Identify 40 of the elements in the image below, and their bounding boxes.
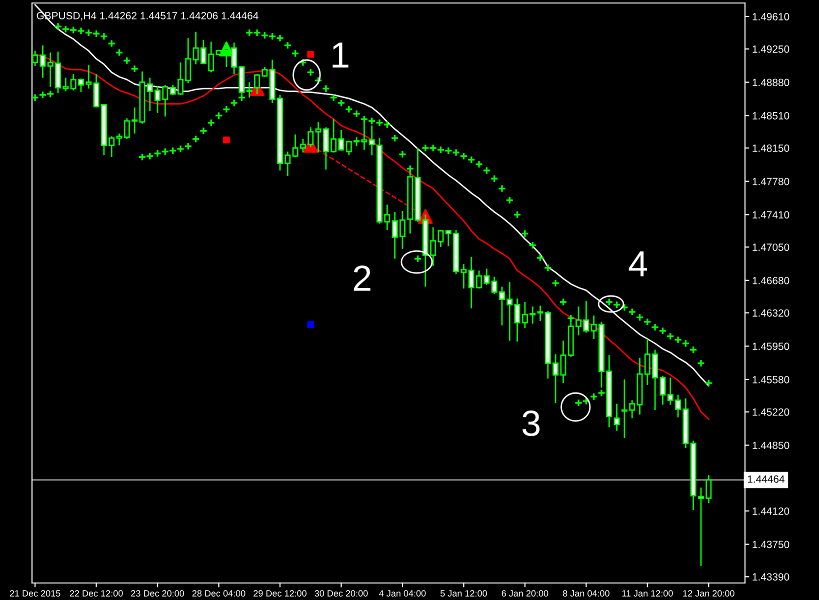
y-tick-label: 1.46320 — [752, 309, 790, 317]
candlestick — [537, 304, 544, 322]
point — [307, 50, 314, 58]
y-tick-label: 1.47050 — [752, 244, 790, 251]
x-tick-label: 6 Jan 20:00 — [502, 590, 548, 597]
candlestick — [614, 403, 620, 432]
y-tick-label: 1.44120 — [752, 507, 790, 515]
annotation: 1 — [332, 42, 348, 68]
x-tick-label: 28 Dec 04:00 — [192, 590, 246, 597]
point — [222, 136, 230, 144]
annotation: 3 — [522, 410, 540, 436]
point — [307, 321, 314, 328]
annotation: 2 — [354, 266, 370, 291]
y-tick-label: 1.46680 — [752, 276, 790, 284]
y-tick-label: 1.45580 — [752, 376, 790, 384]
x-tick-label: 8 Jan 04:00 — [562, 590, 610, 597]
y-tick-label: 1.49250 — [752, 45, 790, 53]
y-tick-label: 1.48510 — [752, 112, 790, 120]
x-tick-label: 30 Dec 20:00 — [314, 590, 368, 597]
x-tick-label: 29 Dec 12:00 — [254, 590, 306, 597]
x-tick-label: 11 Jan 12:00 — [622, 590, 673, 597]
annotation: 4 — [628, 251, 648, 276]
x-tick-label: 21 Dec 2015 — [10, 590, 60, 597]
y-tick-label: 1.43390 — [752, 573, 790, 581]
x-tick-label: 22 Dec 12:00 — [70, 590, 123, 597]
y-tick-label: 1.48150 — [752, 144, 790, 152]
y-tick-label: 1.45950 — [752, 342, 790, 350]
y-tick-label: 1.47410 — [752, 211, 790, 219]
y-tick-label: 1.44850 — [752, 442, 790, 450]
y-tick-label: 1.43750 — [752, 540, 790, 548]
x-tick-label: 5 Jan 12:00 — [440, 590, 487, 597]
x-tick-label: 12 Jan 20:00 — [683, 590, 734, 597]
y-tick-label: 1.48880 — [752, 78, 790, 86]
x-tick-label: 4 Jan 04:00 — [379, 590, 426, 597]
x-tick-label: 23 Dec 20:00 — [131, 590, 184, 597]
y-tick-label: 1.45220 — [752, 408, 790, 416]
y-tick-label: 1.47780 — [752, 178, 790, 186]
y-tick-label: 1.49610 — [752, 13, 790, 20]
candlestick — [246, 82, 252, 98]
ref-line-label: 1.44464 — [748, 475, 784, 483]
